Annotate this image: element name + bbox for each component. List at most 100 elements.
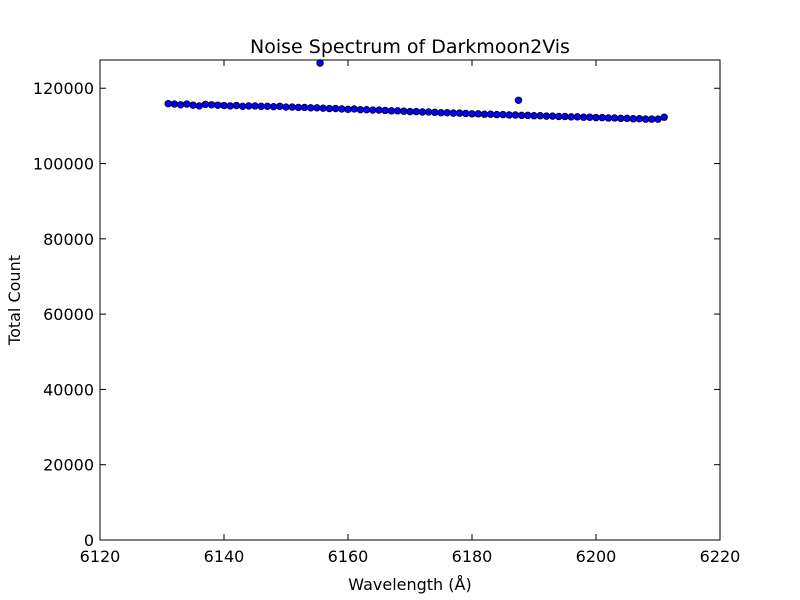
data-point xyxy=(524,111,532,120)
data-point xyxy=(654,115,662,123)
data-point xyxy=(331,104,340,113)
data-point xyxy=(499,110,507,119)
data-point xyxy=(555,112,563,121)
data-point xyxy=(617,114,625,123)
data-point xyxy=(635,115,644,123)
data-point xyxy=(387,107,396,115)
data-point xyxy=(338,105,346,113)
data-point xyxy=(226,102,234,110)
data-point xyxy=(561,112,569,121)
data-point xyxy=(269,102,278,111)
data-point xyxy=(245,102,253,110)
data-point xyxy=(604,114,613,122)
data-point xyxy=(201,100,210,109)
data-point xyxy=(641,115,650,123)
data-point xyxy=(220,101,228,110)
data-points xyxy=(164,59,668,123)
y-tick-label: 80000 xyxy=(43,230,94,249)
data-point xyxy=(629,115,637,123)
data-point xyxy=(170,100,179,108)
data-point xyxy=(517,111,526,120)
axis-ticks: 6120 6140 6160 6180 6200 6220 0 20000 40000 60000… xyxy=(33,60,740,566)
x-axis-label: Wavelength (Å) xyxy=(348,575,471,594)
data-point xyxy=(164,99,172,108)
data-point xyxy=(313,104,321,112)
data-point xyxy=(406,107,414,116)
data-point xyxy=(325,104,334,113)
plot-area xyxy=(99,59,721,541)
data-point xyxy=(437,109,445,117)
y-tick-label: 100000 xyxy=(33,155,94,174)
data-point xyxy=(418,108,427,116)
data-point xyxy=(257,102,265,111)
data-point xyxy=(294,103,303,112)
x-tick-label: 6200 xyxy=(576,547,617,566)
x-tick-label: 6160 xyxy=(328,547,369,566)
x-tick-label: 6180 xyxy=(452,547,493,566)
data-point xyxy=(316,59,324,67)
data-point xyxy=(623,114,631,123)
y-tick-label: 0 xyxy=(84,531,94,550)
data-point xyxy=(468,110,476,118)
data-point xyxy=(493,110,501,119)
chart-title: Noise Spectrum of Darkmoon2Vis xyxy=(250,36,570,58)
data-point xyxy=(344,105,352,114)
data-point xyxy=(263,102,272,111)
data-point xyxy=(375,106,383,114)
data-point xyxy=(505,111,513,119)
data-point xyxy=(431,108,439,117)
data-point xyxy=(307,104,315,112)
data-point xyxy=(276,102,284,111)
data-point xyxy=(610,114,619,122)
data-point xyxy=(369,106,377,114)
data-point xyxy=(462,109,470,118)
y-tick-label: 20000 xyxy=(43,456,94,475)
data-point xyxy=(480,110,489,118)
data-point xyxy=(207,101,216,109)
data-point xyxy=(195,102,203,110)
data-point xyxy=(648,115,656,123)
y-axis-label: Total Count xyxy=(5,255,24,346)
data-point xyxy=(474,110,482,118)
data-point xyxy=(238,102,247,111)
y-tick-label: 60000 xyxy=(43,305,94,324)
x-tick-label: 6120 xyxy=(80,547,121,566)
data-point xyxy=(288,103,296,111)
x-tick-label: 6220 xyxy=(700,547,741,566)
data-point xyxy=(300,103,309,112)
data-point xyxy=(449,109,458,117)
data-point xyxy=(455,109,464,117)
data-point xyxy=(356,105,365,114)
data-point xyxy=(486,110,495,118)
data-point xyxy=(412,107,420,116)
data-point xyxy=(424,108,433,116)
data-point xyxy=(282,103,290,111)
data-point xyxy=(567,113,575,121)
data-point xyxy=(586,113,594,121)
data-point xyxy=(598,113,606,122)
data-point xyxy=(542,112,551,120)
data-point xyxy=(536,112,544,120)
data-point xyxy=(319,104,327,112)
data-point xyxy=(660,113,668,121)
data-point xyxy=(400,107,408,115)
data-point xyxy=(592,113,600,122)
data-point xyxy=(548,112,557,120)
data-point xyxy=(350,105,358,113)
data-point xyxy=(214,101,222,109)
data-point xyxy=(189,101,197,109)
data-point xyxy=(251,102,259,110)
data-point xyxy=(573,113,582,121)
data-point xyxy=(183,100,191,108)
data-point xyxy=(443,109,451,117)
data-point xyxy=(514,96,523,104)
data-point xyxy=(381,106,389,115)
data-point xyxy=(511,111,520,119)
data-point xyxy=(530,112,538,120)
y-tick-label: 40000 xyxy=(43,380,94,399)
data-point xyxy=(393,107,402,115)
y-tick-label: 120000 xyxy=(33,79,94,98)
data-point xyxy=(362,105,371,114)
x-tick-label: 6140 xyxy=(204,547,245,566)
